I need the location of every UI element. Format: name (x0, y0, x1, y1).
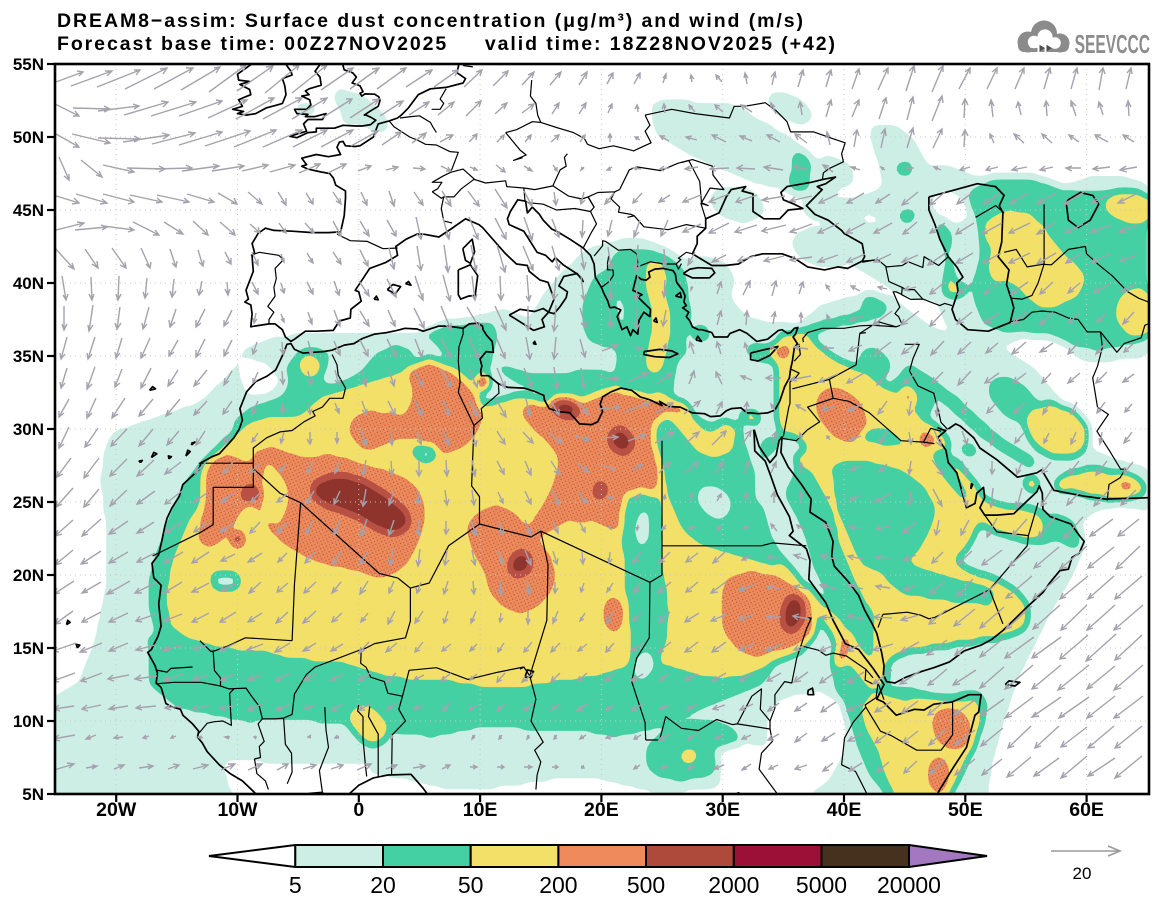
svg-text:50: 50 (458, 872, 484, 898)
svg-text:2000: 2000 (708, 872, 759, 898)
svg-text:40N: 40N (13, 274, 44, 293)
svg-text:25N: 25N (13, 493, 44, 512)
svg-text:SEEVCCC: SEEVCCC (1075, 30, 1150, 59)
svg-text:30N: 30N (13, 420, 44, 439)
svg-text:20N: 20N (13, 566, 44, 585)
svg-text:5N: 5N (22, 785, 44, 804)
svg-text:45N: 45N (13, 201, 44, 220)
svg-text:5000: 5000 (796, 872, 847, 898)
svg-text:20W: 20W (96, 799, 137, 821)
svg-text:20: 20 (1073, 864, 1092, 883)
svg-text:500: 500 (627, 872, 665, 898)
svg-text:20000: 20000 (877, 872, 941, 898)
svg-text:5: 5 (289, 872, 302, 898)
svg-text:15N: 15N (13, 639, 44, 658)
svg-text:200: 200 (539, 872, 577, 898)
svg-text:50E: 50E (948, 799, 983, 821)
svg-text:10N: 10N (13, 712, 44, 731)
svg-text:10W: 10W (217, 799, 258, 821)
svg-text:DREAM8−assim: Surface dust con: DREAM8−assim: Surface dust concentration… (57, 10, 803, 32)
svg-text:50N: 50N (13, 128, 44, 147)
svg-text:30E: 30E (705, 799, 740, 821)
svg-text:20: 20 (370, 872, 396, 898)
svg-text:20E: 20E (584, 799, 619, 821)
svg-text:55N: 55N (13, 55, 44, 74)
svg-text:60E: 60E (1069, 799, 1104, 821)
svg-text:35N: 35N (13, 347, 44, 366)
svg-text:Forecast base time: 00Z27NOV20: Forecast base time: 00Z27NOV2025 valid t… (57, 33, 835, 55)
svg-text:0: 0 (353, 799, 364, 821)
svg-text:40E: 40E (827, 799, 862, 821)
svg-text:10E: 10E (463, 799, 498, 821)
